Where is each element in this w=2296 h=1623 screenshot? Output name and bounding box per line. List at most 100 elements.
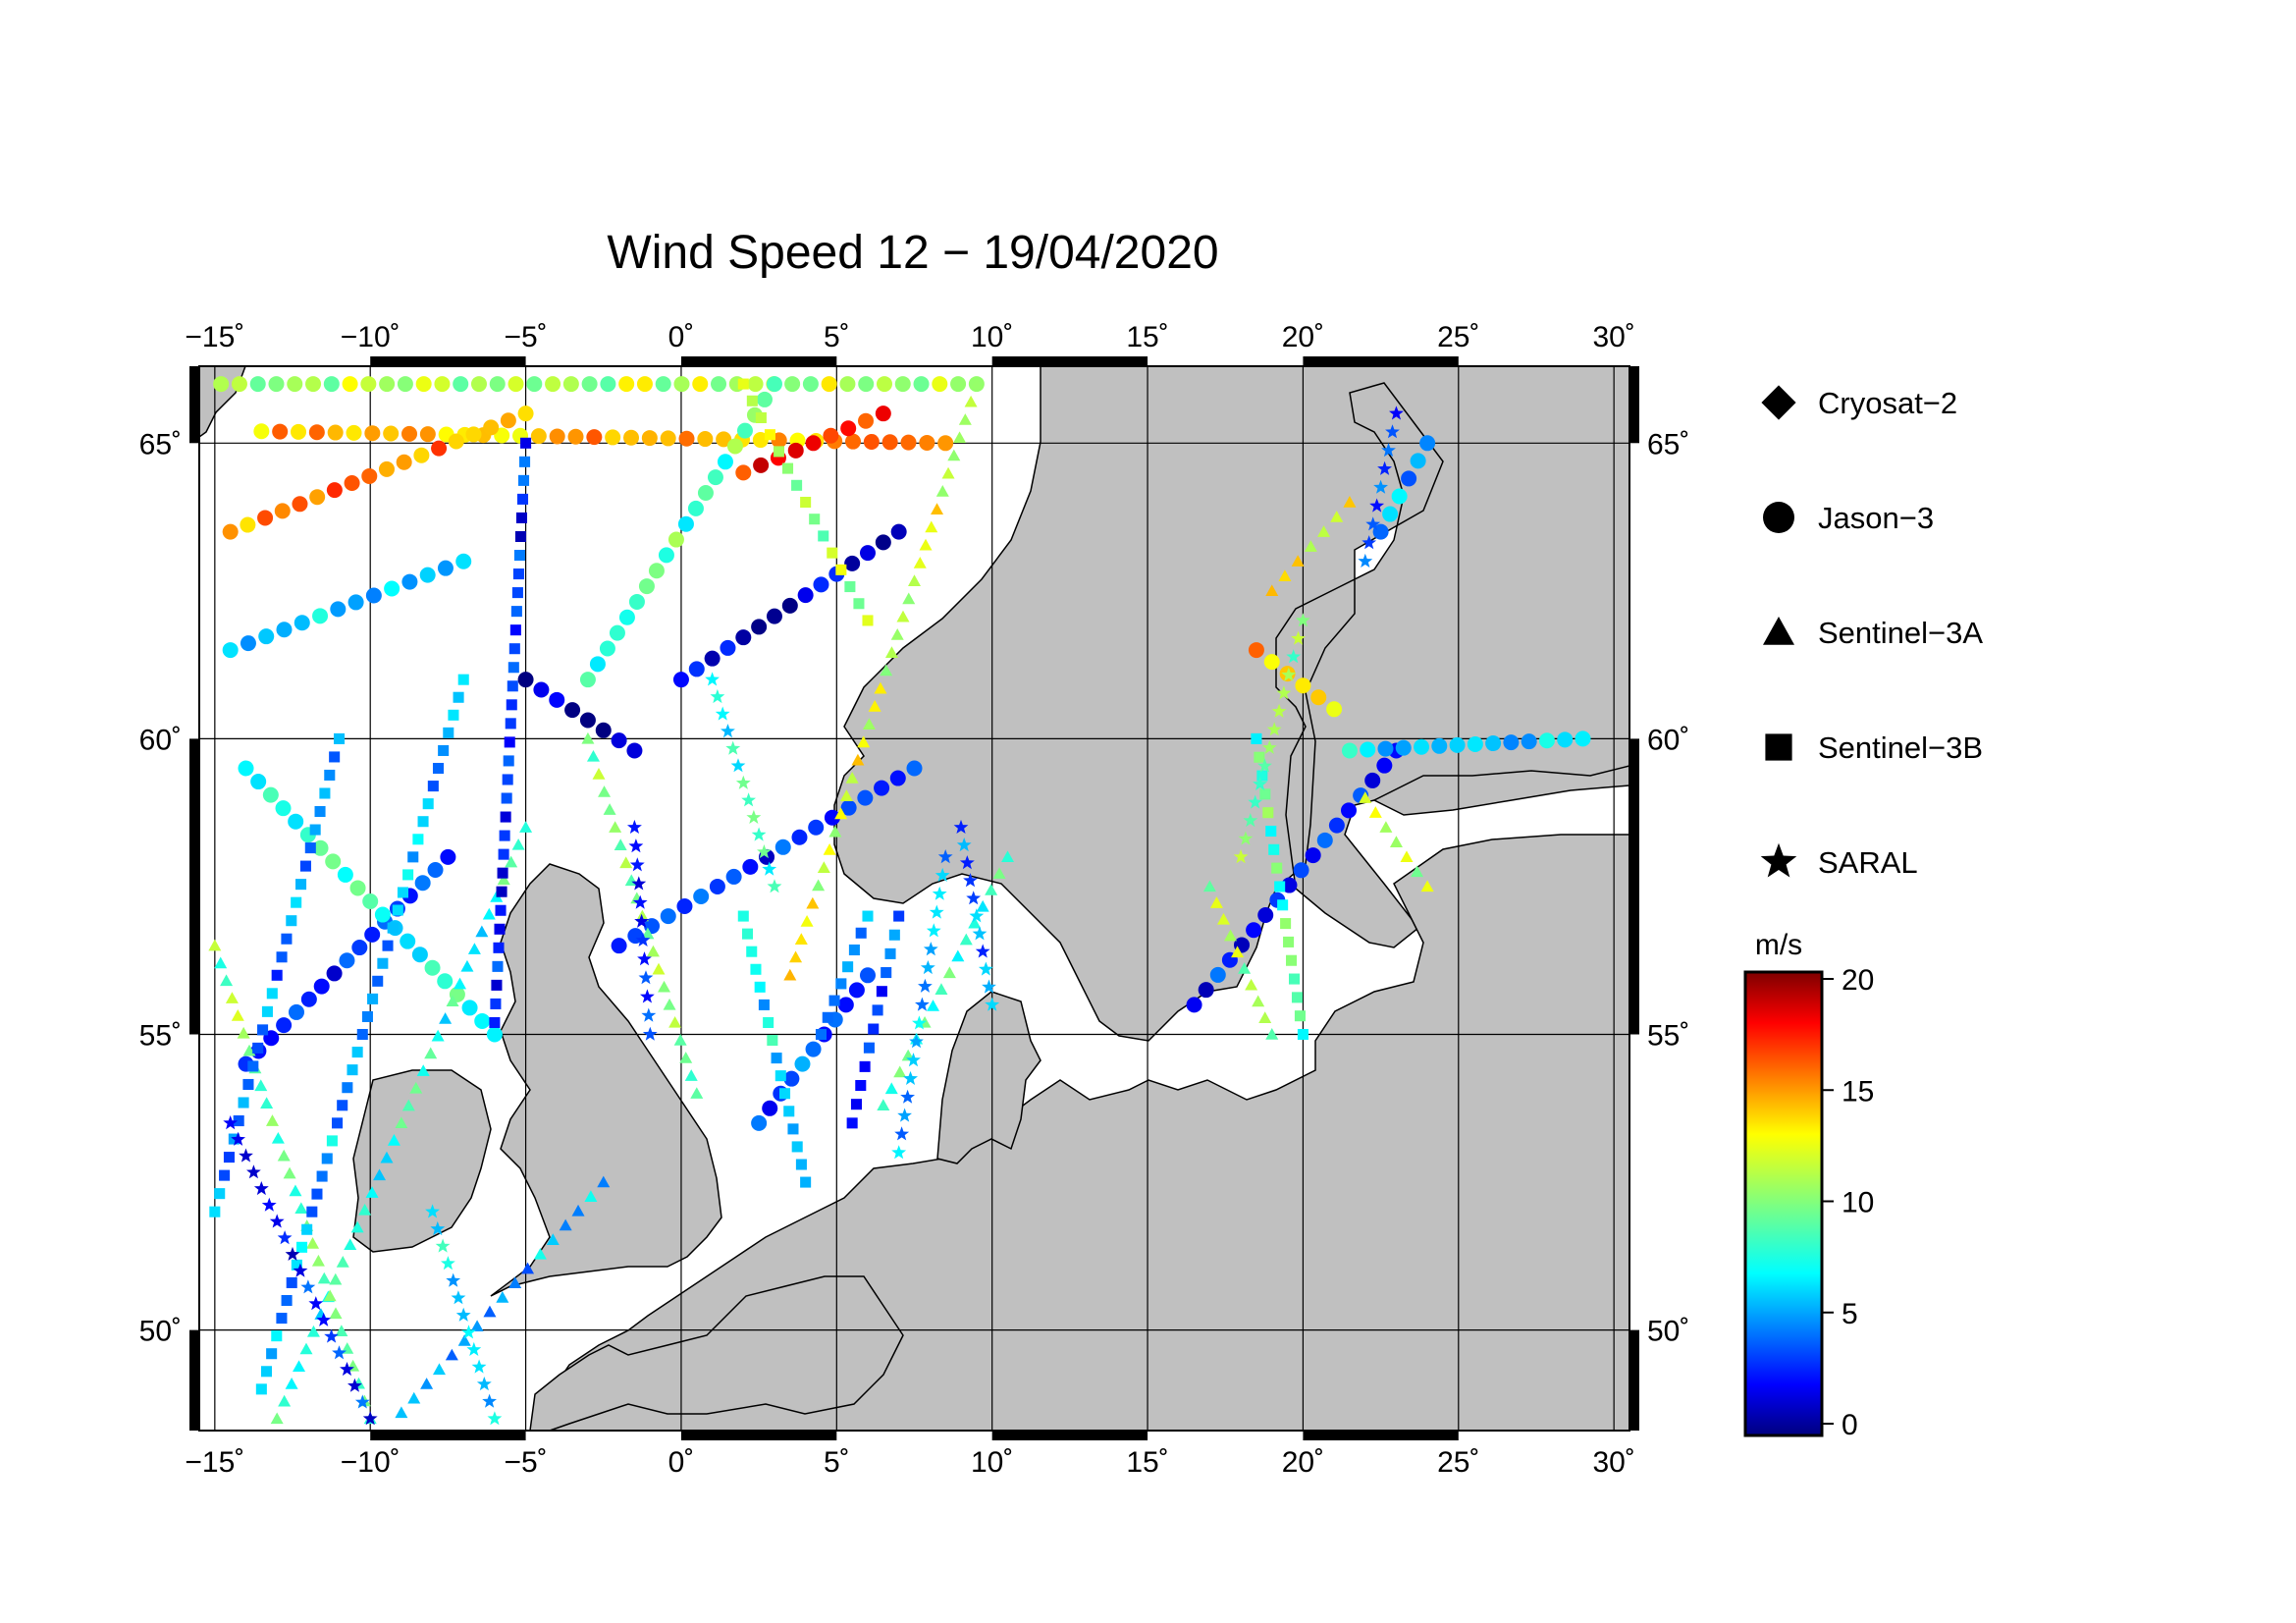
observation-point	[875, 406, 891, 422]
observation-point	[494, 427, 510, 444]
observation-point	[512, 568, 524, 580]
observation-point	[1305, 847, 1321, 864]
observation-point	[1265, 584, 1279, 597]
observation-point	[646, 945, 660, 957]
observation-point	[427, 781, 439, 792]
observation-point	[963, 873, 978, 888]
observation-point	[1503, 734, 1520, 751]
legend-label: Jason−3	[1818, 501, 1934, 535]
observation-point	[222, 642, 239, 659]
observation-point	[638, 578, 655, 595]
observation-point	[736, 422, 753, 439]
observation-point	[274, 503, 291, 519]
observation-point	[716, 431, 732, 448]
observation-point	[937, 435, 954, 452]
observation-point	[1216, 912, 1230, 925]
observation-point	[281, 1294, 293, 1307]
land-ireland	[352, 1069, 492, 1253]
observation-point	[504, 736, 515, 748]
observation-point	[1557, 731, 1574, 748]
observation-point	[549, 428, 565, 445]
observation-point	[970, 377, 984, 390]
observation-point	[1395, 739, 1412, 756]
observation-point	[966, 891, 982, 905]
longitude-tick-label: 20˚	[1282, 1446, 1324, 1479]
observation-point	[619, 856, 633, 869]
observation-point	[579, 672, 596, 688]
observation-point	[1271, 862, 1283, 874]
observation-point	[956, 838, 972, 852]
latitude-tick-label: 55˚	[1647, 1020, 1689, 1053]
observation-point	[855, 927, 867, 939]
observation-point	[783, 968, 797, 981]
observation-point	[306, 1206, 318, 1217]
observation-point	[848, 982, 865, 999]
observation-point	[1316, 832, 1333, 848]
observation-point	[735, 629, 752, 646]
observation-point	[1281, 877, 1298, 893]
observation-point	[323, 1289, 337, 1302]
observation-point	[498, 848, 509, 860]
observation-point	[802, 376, 819, 393]
observation-point	[1389, 406, 1404, 420]
legend-symbol-diamond	[1761, 385, 1796, 420]
legend-label: Cryosat−2	[1818, 386, 1957, 420]
observation-point	[220, 974, 234, 987]
observation-point	[270, 1412, 284, 1425]
observation-point	[438, 744, 450, 756]
observation-point	[673, 1034, 687, 1046]
colorbar-tick-label: 5	[1842, 1298, 1858, 1330]
observation-point	[797, 587, 814, 604]
observation-point	[306, 1325, 320, 1337]
observation-point	[919, 538, 933, 551]
observation-point	[752, 432, 769, 449]
observation-point	[432, 762, 445, 775]
observation-point	[609, 624, 625, 641]
observation-point	[931, 503, 944, 515]
observation-point	[605, 429, 621, 446]
observation-point	[750, 963, 762, 975]
colorbar-tick-label: 20	[1842, 964, 1874, 997]
observation-point	[1389, 836, 1403, 847]
observation-point	[959, 933, 973, 946]
observation-point	[1245, 978, 1258, 991]
observation-point	[652, 962, 666, 975]
longitude-tick-label: 25˚	[1437, 321, 1479, 353]
observation-point	[520, 437, 532, 449]
observation-point	[766, 608, 782, 624]
observation-point	[690, 1087, 704, 1099]
observation-point	[266, 988, 278, 1000]
observation-point	[319, 787, 331, 799]
observation-point	[432, 1363, 446, 1376]
observation-point	[364, 926, 381, 943]
observation-point	[448, 709, 459, 721]
observation-point	[1377, 460, 1392, 475]
observation-point	[992, 867, 1006, 879]
observation-point	[247, 1060, 259, 1072]
observation-point	[395, 1406, 408, 1419]
observation-point	[425, 1204, 440, 1218]
longitude-tick-label: −5˚	[504, 321, 547, 353]
observation-point	[923, 942, 938, 956]
observation-point	[1521, 733, 1537, 750]
observation-point	[396, 454, 412, 470]
observation-point	[419, 426, 436, 443]
observation-point	[379, 376, 396, 393]
observation-point	[817, 861, 830, 873]
observation-point	[876, 376, 892, 393]
observation-point	[735, 775, 751, 789]
observation-point	[828, 825, 842, 838]
observation-point	[521, 1262, 535, 1274]
observation-point	[272, 423, 289, 440]
observation-point	[1293, 862, 1309, 879]
observation-point	[884, 1082, 898, 1095]
observation-point	[927, 1000, 940, 1011]
observation-point	[329, 751, 341, 763]
observation-point	[815, 1028, 828, 1041]
observation-point	[1238, 962, 1252, 974]
observation-point	[844, 581, 856, 593]
observation-point	[638, 970, 654, 985]
latitude-tick-label: 50˚	[139, 1316, 182, 1348]
observation-point	[678, 430, 695, 447]
frame-bar	[370, 1431, 526, 1440]
